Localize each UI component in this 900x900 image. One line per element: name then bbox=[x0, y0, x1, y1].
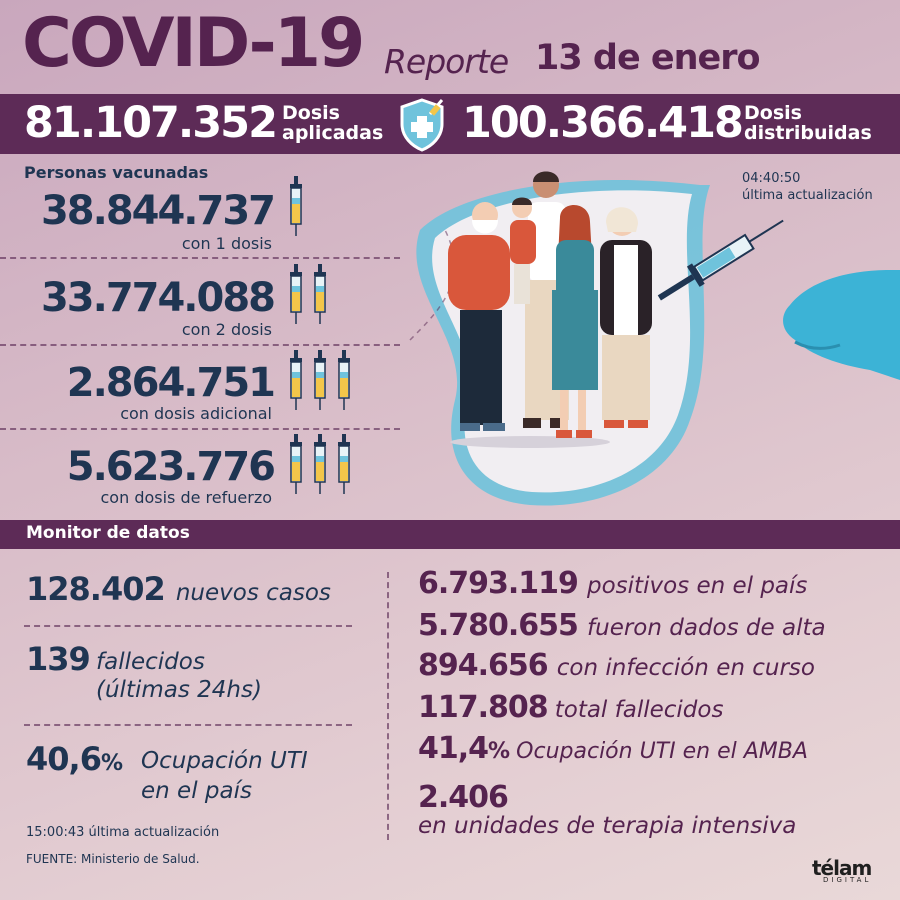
active-infection-stat: 894.656 con infección en curso bbox=[418, 648, 815, 683]
family-vaccine-illustration bbox=[409, 171, 900, 506]
icu-units-value: 2.406 bbox=[418, 780, 509, 815]
syringe-icon bbox=[338, 434, 350, 494]
vaccinated-2-doses-label: con 2 dosis bbox=[181, 320, 272, 339]
syringe-icon bbox=[314, 264, 326, 324]
telam-logo: télam bbox=[812, 856, 872, 880]
syringe-group-3 bbox=[287, 350, 353, 412]
icu-units-stat: 2.406 en unidades de terapia intensiva bbox=[418, 780, 796, 839]
discharged-stat: 5.780.655 fueron dados de alta bbox=[418, 608, 826, 643]
amba-icu-stat: 41,4% Ocupación UTI en el AMBA bbox=[418, 731, 808, 766]
doses-distributed-value: 100.366.418 bbox=[462, 98, 744, 148]
icu-country-label-line2: en el país bbox=[141, 778, 252, 804]
doses-applied-value: 81.107.352 bbox=[24, 98, 278, 148]
syringe-icon bbox=[314, 350, 326, 410]
divider bbox=[0, 344, 400, 346]
syringe-group-1 bbox=[287, 176, 305, 238]
monitor-update-label: última actualización bbox=[88, 825, 220, 840]
total-deaths-value: 117.808 bbox=[418, 690, 549, 725]
telam-logo-sub: DIGITAL bbox=[823, 876, 872, 884]
syringe-icon bbox=[290, 350, 302, 410]
vaccinated-2-doses-value: 33.774.088 bbox=[40, 275, 276, 321]
page-title: COVID-19 bbox=[22, 4, 365, 83]
vaccinated-section-label: Personas vacunadas bbox=[24, 163, 209, 182]
positives-value: 6.793.119 bbox=[418, 566, 579, 601]
vaccinated-additional-dose-value: 2.864.751 bbox=[66, 360, 276, 406]
syringe-group-2 bbox=[287, 264, 329, 326]
deaths-label-line1: fallecidos bbox=[96, 649, 205, 675]
icu-country-label: Ocupación UTI en el país bbox=[141, 746, 308, 806]
doses-applied-label-line1: Dosis bbox=[282, 102, 340, 124]
new-cases-value: 128.402 bbox=[26, 570, 166, 608]
divider bbox=[24, 625, 352, 627]
icu-country-number: 40,6 bbox=[26, 740, 102, 778]
syringe-icon bbox=[290, 264, 302, 324]
discharged-value: 5.780.655 bbox=[418, 608, 579, 643]
monitor-band bbox=[0, 520, 900, 549]
vaccine-shield-icon bbox=[400, 98, 444, 152]
vaccination-update-label: última actualización bbox=[742, 188, 873, 203]
amba-icu-number: 41,4 bbox=[418, 731, 489, 766]
divider bbox=[0, 428, 400, 430]
syringe-icon bbox=[314, 434, 326, 494]
new-cases-label: nuevos casos bbox=[175, 580, 331, 606]
monitor-title: Monitor de datos bbox=[26, 523, 190, 543]
syringe-icon bbox=[338, 350, 350, 410]
vaccinated-booster-label: con dosis de refuerzo bbox=[100, 488, 273, 507]
doses-band bbox=[0, 94, 900, 154]
monitor-update-time: 15:00:43 bbox=[26, 825, 85, 840]
doses-applied-label: Dosis aplicadas bbox=[282, 103, 383, 143]
total-deaths-label: total fallecidos bbox=[554, 697, 724, 723]
column-divider bbox=[387, 572, 389, 840]
positives-stat: 6.793.119 positivos en el país bbox=[418, 566, 807, 601]
discharged-label: fueron dados de alta bbox=[587, 615, 826, 641]
doses-applied-label-line2: aplicadas bbox=[282, 122, 384, 144]
vaccinated-additional-dose-label: con dosis adicional bbox=[120, 404, 272, 423]
doses-distributed-label-line2: distribuidas bbox=[744, 122, 872, 144]
doses-distributed-label: Dosis distribuidas bbox=[744, 103, 872, 143]
syringe-icon bbox=[290, 176, 302, 236]
positives-label: positivos en el país bbox=[587, 573, 808, 599]
vaccinated-1-dose-label: con 1 dosis bbox=[181, 234, 272, 253]
active-infection-value: 894.656 bbox=[418, 648, 549, 683]
vaccination-update-info: 04:40:50 última actualización bbox=[742, 170, 873, 204]
deaths-value: 139 bbox=[26, 640, 91, 678]
icu-units-label: en unidades de terapia intensiva bbox=[418, 813, 797, 839]
vaccination-update-time: 04:40:50 bbox=[742, 171, 801, 186]
new-cases-stat: 128.402 nuevos casos bbox=[26, 570, 331, 608]
monitor-update-info: 15:00:43 última actualización bbox=[26, 825, 219, 840]
report-date: 13 de enero bbox=[535, 38, 761, 78]
syringe-icon bbox=[290, 434, 302, 494]
icu-country-label-line1: Ocupación UTI bbox=[141, 748, 308, 774]
amba-icu-label: Ocupación UTI en el AMBA bbox=[516, 739, 808, 764]
vaccinated-booster-value: 5.623.776 bbox=[66, 444, 276, 490]
deaths-label: fallecidos (últimas 24hs) bbox=[96, 648, 262, 704]
source-note: FUENTE: Ministerio de Salud. bbox=[26, 852, 200, 866]
icu-country-value: 40,6% bbox=[26, 740, 123, 778]
syringe-group-4 bbox=[287, 434, 353, 496]
divider bbox=[24, 724, 352, 726]
deaths-label-line2: (últimas 24hs) bbox=[96, 677, 262, 703]
report-label: Reporte bbox=[384, 42, 509, 81]
amba-icu-value: 41,4% bbox=[418, 731, 510, 766]
active-infection-label: con infección en curso bbox=[556, 655, 815, 681]
doses-distributed-label-line1: Dosis bbox=[744, 102, 802, 124]
total-deaths-stat: 117.808 total fallecidos bbox=[418, 690, 723, 725]
icu-country-percent: % bbox=[100, 751, 123, 776]
amba-icu-percent: % bbox=[488, 739, 510, 764]
divider bbox=[0, 257, 400, 259]
vaccinated-1-dose-value: 38.844.737 bbox=[40, 188, 276, 234]
